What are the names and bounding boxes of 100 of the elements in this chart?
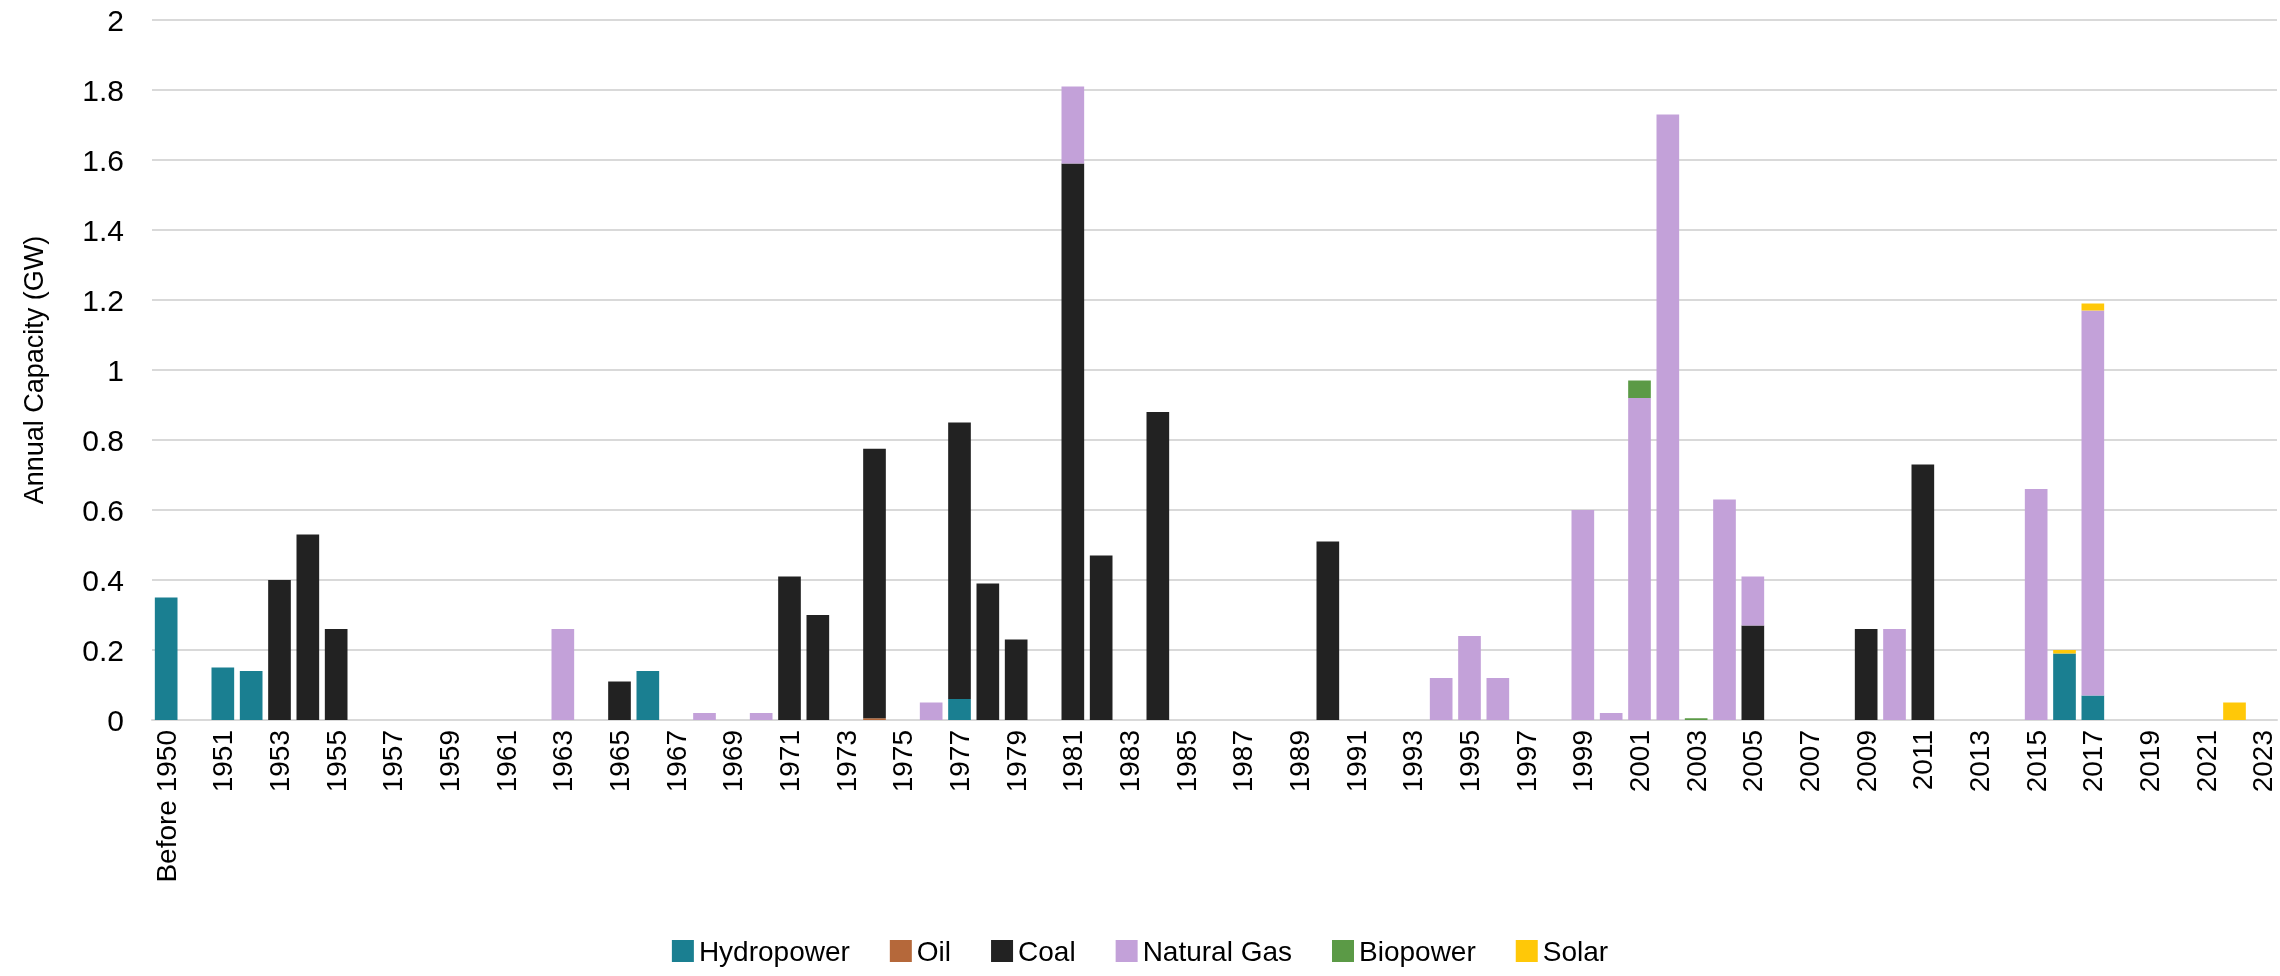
x-tick-label: 1961 — [490, 730, 522, 793]
y-tick-label: 0.2 — [82, 633, 124, 667]
y-tick-label: 0.4 — [82, 563, 124, 597]
bar — [749, 713, 773, 720]
bar — [1316, 541, 1340, 720]
bar — [1458, 636, 1481, 720]
bar — [1571, 510, 1595, 720]
y-tick-label: 1.2 — [82, 283, 124, 317]
bar — [1911, 464, 1935, 720]
bar — [1061, 86, 1085, 164]
x-tick-label: 1999 — [1567, 730, 1599, 793]
y-tick-label: 1.6 — [82, 143, 124, 177]
bar — [154, 597, 178, 720]
x-tick-label: 1989 — [1284, 730, 1315, 793]
x-tick-label: 1955 — [320, 730, 352, 793]
x-tick-label: 2017 — [2077, 730, 2109, 793]
x-tick-label: 1981 — [1057, 730, 1089, 793]
y-tick-label: 0 — [107, 703, 124, 737]
bar — [1741, 625, 1765, 720]
bar — [324, 629, 348, 720]
bar — [1429, 678, 1453, 720]
x-tick-label: 1993 — [1397, 730, 1429, 793]
bar — [608, 681, 631, 720]
bar — [1486, 678, 1510, 720]
y-tick-label: 1 — [107, 353, 124, 387]
bar — [863, 448, 886, 719]
bar — [1599, 713, 1623, 720]
y-axis-title: Annual Capacity (GW) — [18, 235, 49, 505]
x-tick-label: 2007 — [1794, 730, 1825, 793]
bar — [1061, 163, 1085, 720]
bar — [296, 534, 320, 720]
legend-label: Natural Gas — [1142, 935, 1293, 967]
bar — [2081, 695, 2105, 720]
legend-label: Biopower — [1359, 935, 1476, 967]
x-tick-label: 1971 — [774, 730, 805, 793]
bar — [636, 671, 660, 720]
legend-label: Solar — [1542, 935, 1609, 967]
bar — [1628, 398, 1651, 720]
bar — [948, 422, 971, 699]
bar — [1004, 639, 1028, 720]
legend-label: Hydropower — [698, 935, 850, 967]
x-tick-label: 2015 — [2020, 730, 2052, 793]
y-tick-label: 1.4 — [82, 213, 124, 247]
x-tick-label: 2005 — [1737, 730, 1769, 793]
bar — [2053, 653, 2076, 720]
y-tick-label: 0.8 — [82, 423, 124, 457]
bar — [693, 713, 716, 720]
bar — [2053, 650, 2076, 654]
bar — [551, 629, 575, 720]
x-tick-label: 1951 — [207, 730, 239, 793]
x-tick-label: 1991 — [1340, 730, 1372, 793]
x-tick-label: 1973 — [830, 730, 862, 793]
bar — [1713, 499, 1736, 720]
legend-label: Oil — [916, 935, 952, 967]
x-tick-label: 1987 — [1227, 730, 1259, 793]
x-tick-label: 1953 — [264, 730, 295, 793]
bar — [211, 667, 235, 720]
bar — [1883, 629, 1906, 720]
bar — [919, 702, 943, 720]
x-tick-label: 1975 — [887, 730, 919, 793]
x-tick-label: Before 1950 — [150, 730, 182, 883]
bar — [976, 583, 1000, 720]
bar — [1146, 412, 1170, 720]
bar — [2081, 310, 2105, 696]
bar — [948, 699, 971, 720]
bar — [1854, 629, 1878, 720]
x-tick-label: 1997 — [1510, 730, 1542, 793]
x-tick-label: 1957 — [377, 730, 409, 793]
x-tick-label: 1983 — [1114, 730, 1145, 793]
x-tick-label: 1979 — [1000, 730, 1032, 793]
y-tick-label: 1.8 — [82, 73, 124, 107]
x-tick-label: 1977 — [944, 730, 975, 793]
bar — [1656, 114, 1680, 720]
bar — [1089, 555, 1113, 720]
x-tick-label: 1969 — [717, 730, 749, 793]
y-tick-label: 0.6 — [82, 493, 124, 527]
bar — [2024, 489, 2048, 720]
x-tick-label: 1965 — [604, 730, 635, 793]
bar — [2081, 303, 2105, 311]
bar — [2223, 702, 2246, 720]
x-tick-label: 2001 — [1624, 730, 1655, 793]
bar — [778, 576, 801, 720]
x-tick-label: 2011 — [1907, 730, 1939, 791]
y-tick-label: 2 — [107, 3, 124, 37]
x-tick-label: 2023 — [2247, 730, 2279, 793]
bar — [1741, 576, 1765, 626]
bar — [1628, 380, 1651, 398]
x-tick-label: 1963 — [547, 730, 579, 793]
x-tick-label: 1995 — [1454, 730, 1485, 793]
x-tick-label: 1967 — [660, 730, 692, 793]
x-tick-label: 1985 — [1170, 730, 1202, 793]
bar — [268, 580, 291, 720]
bar — [806, 615, 830, 720]
x-tick-label: 2019 — [2134, 730, 2165, 793]
x-tick-label: 2021 — [2190, 730, 2222, 793]
x-tick-label: 1959 — [434, 730, 465, 793]
bar — [239, 671, 263, 720]
x-tick-label: 2009 — [1850, 730, 1882, 793]
legend-label: Coal — [1018, 935, 1076, 967]
x-tick-label: 2013 — [1964, 730, 1995, 793]
